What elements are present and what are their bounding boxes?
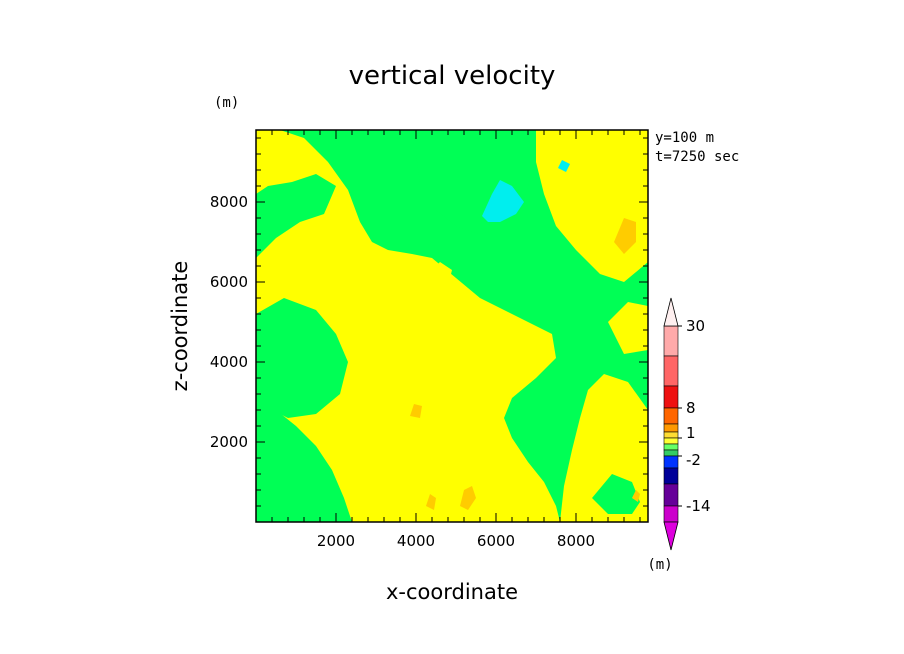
y-tick-label: 6000 (210, 273, 248, 291)
colorbar-bin (663, 443, 679, 451)
y-tick-label: 2000 (210, 433, 248, 451)
colorbar-bin (663, 483, 679, 507)
contour-region-3 (388, 338, 444, 398)
colorbar-bin (663, 431, 679, 439)
colorbar-bin (663, 423, 679, 433)
contour-region-10 (482, 180, 524, 222)
x-tick-label: 2000 (317, 532, 355, 550)
colorbar: 30 8 1 -2 -14 (663, 297, 711, 551)
y-axis-ticks: 2000 4000 6000 8000 (210, 137, 648, 507)
colorbar-bin (663, 449, 679, 457)
colorbar-label: -2 (686, 451, 701, 469)
plot-frame (255, 129, 649, 523)
colorbar-under-arrow (663, 521, 679, 551)
x-axis-ticks: 2000 4000 6000 8000 (271, 130, 641, 550)
contour-region-13 (460, 486, 476, 510)
colorbar-label: 8 (686, 399, 696, 417)
colorbar-bin (663, 455, 679, 469)
colorbar-bin (663, 505, 679, 523)
contour-region-2 (256, 174, 336, 258)
contour-region-16 (632, 490, 640, 502)
contour-region-8 (592, 474, 640, 514)
contour-region-11 (558, 160, 570, 172)
colorbar-bin (663, 467, 679, 485)
colorbar-label: 1 (686, 424, 696, 442)
chart-title: vertical velocity (349, 61, 556, 91)
colorbar-label: -14 (686, 497, 711, 515)
contour-region-14 (410, 404, 422, 418)
contour-region-1 (256, 298, 348, 418)
colorbar-bin (663, 385, 679, 409)
y-tick-label: 4000 (210, 353, 248, 371)
colorbar-bin (663, 325, 679, 357)
y-axis-label: z-coordinate (168, 261, 192, 392)
contour-region-9 (608, 302, 648, 354)
contour-region-15 (426, 494, 436, 510)
x-axis-label: x-coordinate (386, 580, 518, 604)
colorbar-bin (663, 407, 679, 425)
info-position: y=100 m (655, 130, 714, 146)
x-tick-label: 8000 (557, 532, 595, 550)
contour-region-12 (614, 218, 636, 254)
contour-region-0 (256, 130, 560, 522)
colorbar-over-arrow (663, 297, 679, 327)
y-tick-label: 8000 (210, 193, 248, 211)
colorbar-label: 30 (686, 317, 705, 335)
contour-region-4 (428, 262, 452, 286)
contour-regions (256, 130, 648, 522)
colorbar-bin (663, 437, 679, 445)
info-time: t=7250 sec (655, 149, 739, 165)
y-axis-unit: (m) (214, 95, 239, 111)
x-tick-label: 6000 (477, 532, 515, 550)
colorbar-unit: (m) (647, 557, 672, 573)
colorbar-bin (663, 355, 679, 387)
x-tick-label: 4000 (397, 532, 435, 550)
